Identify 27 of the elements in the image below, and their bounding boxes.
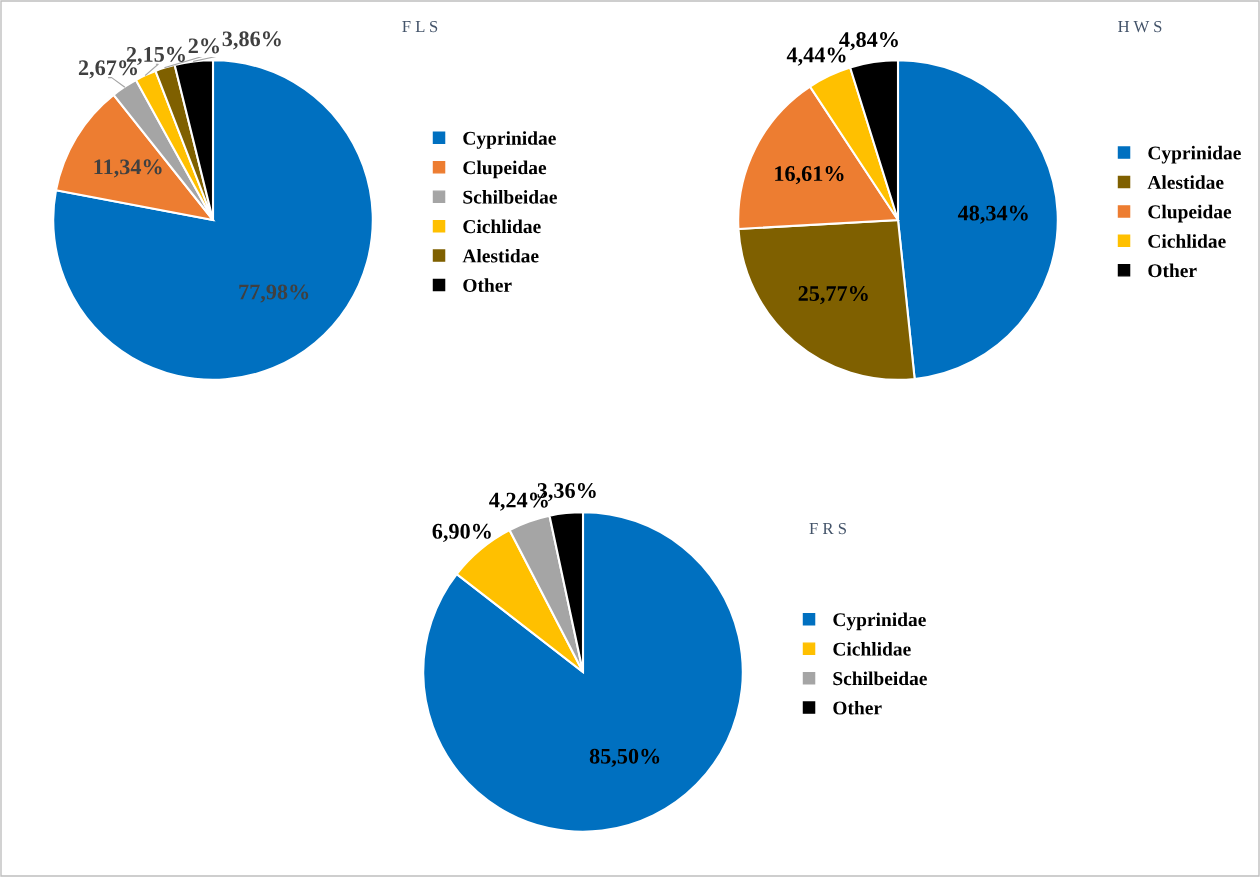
- legend-label: Cyprinidae: [463, 131, 556, 149]
- legend-label: Cichlidae: [1148, 234, 1226, 248]
- legend-label: Alestidae: [462, 248, 539, 263]
- data-label: 85,50%: [589, 748, 660, 767]
- data-label: 25,77%: [798, 286, 868, 305]
- data-label: 48,34%: [957, 205, 1028, 224]
- legend-label: Other: [463, 278, 512, 292]
- legend-label: Cichlidae: [463, 219, 541, 234]
- chart-title: F L S: [402, 20, 438, 33]
- data-label: 6,90%: [432, 523, 491, 543]
- data-label: 2%: [188, 38, 219, 54]
- legend-label: Clupeidae: [1148, 204, 1232, 223]
- data-label: 3,86%: [222, 31, 281, 50]
- legend-label: Cyprinidae: [833, 612, 926, 631]
- data-label: 16,61%: [775, 166, 844, 185]
- chart-title: H W S: [1118, 20, 1162, 33]
- legend-label: Cichlidae: [833, 642, 911, 656]
- legend-label: Schilbeidae: [463, 190, 557, 204]
- legend-label: Other: [1148, 263, 1197, 278]
- data-label: 77,98%: [239, 284, 309, 303]
- data-label: 11,34%: [94, 159, 162, 178]
- legend-label: Clupeidae: [463, 160, 547, 179]
- text: F R S: [809, 522, 846, 535]
- legend-label: Schilbeidae: [833, 671, 927, 686]
- legend-label: Alestidae: [1147, 175, 1224, 190]
- legend-label: Other: [833, 700, 882, 715]
- legend-label: Cyprinidae: [1148, 145, 1241, 164]
